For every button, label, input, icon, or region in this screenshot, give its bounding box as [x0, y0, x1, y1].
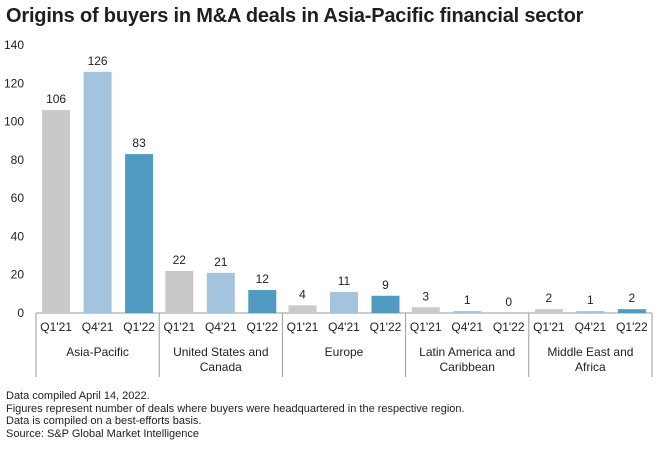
bar	[206, 272, 235, 313]
y-tick-label: 60	[11, 191, 25, 205]
data-label: 2	[546, 291, 553, 305]
y-tick-label: 140	[4, 38, 24, 52]
data-label: 21	[214, 255, 228, 269]
bar	[371, 295, 400, 313]
group-label: Europe	[325, 345, 364, 359]
y-tick-label: 0	[17, 306, 24, 320]
bar	[617, 309, 646, 313]
chart-title: Origins of buyers in M&A deals in Asia-P…	[6, 5, 584, 27]
y-tick-label: 80	[11, 153, 25, 167]
bar	[125, 154, 154, 313]
bar	[288, 305, 317, 313]
bar	[534, 309, 563, 313]
x-tick-label: Q1'21	[163, 320, 195, 334]
y-tick-label: 40	[11, 229, 25, 243]
footnote-compiled-date: Data compiled April 14, 2022.	[6, 390, 150, 402]
x-tick-label: Q1'21	[287, 320, 319, 334]
bar	[411, 307, 440, 313]
data-label: 1	[464, 293, 471, 307]
data-label: 83	[132, 136, 146, 150]
group-label: Latin America and	[419, 345, 515, 359]
x-tick-label: Q1'22	[493, 320, 525, 334]
bar	[42, 110, 71, 313]
x-tick-label: Q4'21	[205, 320, 237, 334]
data-label: 0	[505, 295, 512, 309]
x-tick-label: Q1'22	[370, 320, 402, 334]
data-label: 11	[338, 274, 351, 288]
x-tick-label: Q4'21	[82, 320, 114, 334]
data-label: 2	[629, 291, 636, 305]
group-label: Africa	[575, 360, 606, 374]
footnote-figures: Figures represent number of deals where …	[6, 402, 465, 415]
x-tick-label: Q1'22	[123, 320, 155, 334]
group-label: United States and	[173, 345, 268, 359]
bar	[248, 290, 277, 313]
group-label: Canada	[200, 360, 242, 374]
bar	[453, 311, 482, 313]
x-tick-label: Q4'21	[451, 320, 483, 334]
data-label: 1	[587, 293, 594, 307]
y-tick-label: 120	[4, 76, 24, 90]
bar	[330, 291, 358, 313]
data-label: 3	[422, 289, 429, 303]
bar	[576, 311, 605, 313]
y-tick-label: 100	[4, 115, 24, 129]
data-label: 106	[46, 92, 66, 106]
footnote-source: Source: S&P Global Market Intelligence	[6, 427, 200, 440]
bar-chart: 020406080100120140106Q1'21126Q4'2183Q1'2…	[4, 38, 653, 377]
data-label: 126	[88, 54, 108, 68]
x-tick-label: Q1'21	[40, 320, 72, 334]
x-tick-label: Q4'21	[328, 320, 360, 334]
data-label: 22	[173, 253, 187, 267]
x-tick-label: Q1'22	[246, 320, 278, 334]
group-label: Asia-Pacific	[66, 345, 129, 359]
x-tick-label: Q1'21	[410, 320, 442, 334]
bar	[83, 71, 112, 313]
group-label: Middle East and	[547, 345, 633, 359]
data-label: 4	[299, 287, 306, 301]
data-label: 12	[256, 272, 270, 286]
x-tick-label: Q4'21	[575, 320, 607, 334]
bar	[165, 270, 194, 313]
y-tick-label: 20	[11, 268, 25, 282]
x-tick-label: Q1'21	[533, 320, 565, 334]
group-label: Caribbean	[440, 360, 495, 374]
x-tick-label: Q1'22	[616, 320, 648, 334]
data-label: 9	[382, 278, 389, 292]
footnote-basis: Data is compiled on a best-efforts basis…	[6, 415, 202, 427]
footnotes: Data compiled April 14, 2022. Figures re…	[6, 390, 465, 440]
